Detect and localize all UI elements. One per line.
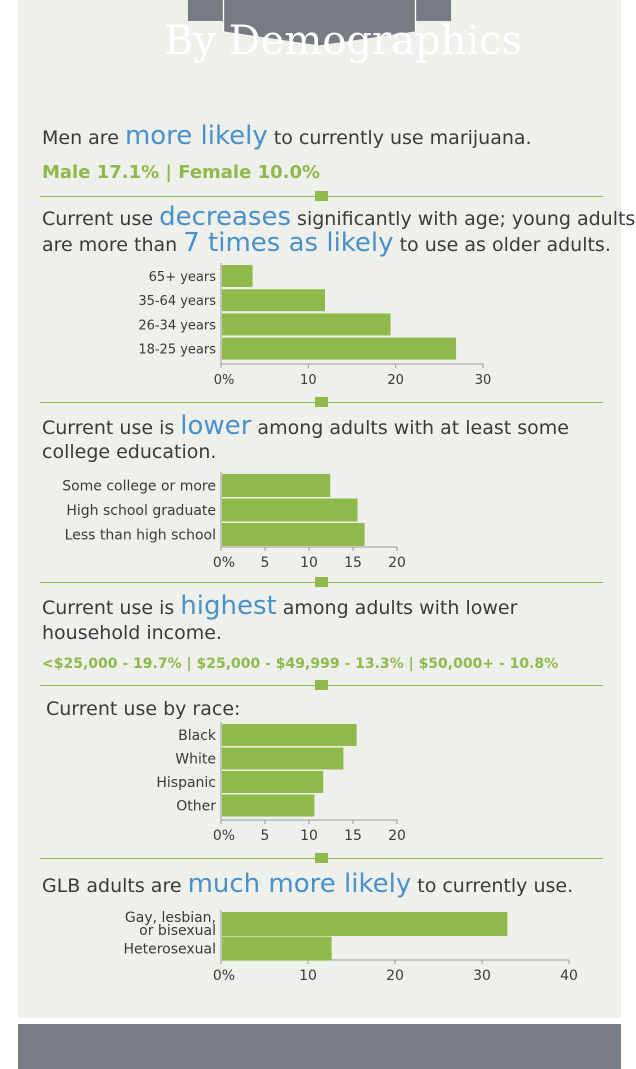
income-heading-line1: Current use is highest among adults with… [42,591,518,621]
x-tick-label: 30 [475,373,492,388]
bar [222,747,344,770]
bar [222,289,326,312]
income-highlight: highest [180,591,277,621]
divider-marker [315,853,328,863]
title-banner [187,0,452,46]
divider-marker [315,577,328,587]
divider-marker [315,191,328,201]
x-tick-label: 0% [213,555,235,571]
x-tick-label: 15 [344,828,362,844]
category-label: Heterosexual [123,942,216,958]
bar [222,265,253,287]
category-label: Some college or more [62,479,216,495]
category-label: Hispanic [156,775,216,791]
bar [222,523,365,546]
category-label: 18-25 years [138,343,216,358]
bar [222,912,508,936]
x-tick-label: 5 [261,828,270,844]
bar [222,936,332,961]
bar [222,771,324,793]
bar [222,498,358,522]
bar [222,474,331,497]
x-tick-label: 0% [213,968,235,984]
x-tick-label: 20 [388,555,406,571]
glb-highlight: much more likely [187,869,412,899]
bar [222,313,391,336]
x-tick-label: 5 [261,555,270,571]
age-highlight-1: decreases [159,202,292,232]
age-heading-line1: Current use decreases significantly with… [42,202,636,232]
race-heading: Current use by race: [46,698,241,720]
gender-stats: Male 17.1% | Female 10.0% [42,162,321,183]
gender-highlight: more likely [124,121,268,151]
category-label: 35-64 years [138,294,216,309]
category-label: Other [176,799,216,815]
glb-heading: GLB adults are much more likely to curre… [42,869,574,899]
education-highlight: lower [180,411,252,441]
banner-divider-left [222,0,225,32]
income-stats: <$25,000 - 19.7% | $25,000 - $49,999 - 1… [42,656,559,672]
education-heading-line2: college education. [42,441,217,463]
category-label: 26-34 years [138,318,216,333]
x-tick-label: 40 [560,968,578,984]
banner-divider-right [414,0,417,32]
category-label: High school graduate [66,503,216,519]
gender-heading: Men are more likely to currently use mar… [42,121,532,151]
category-label: Gay, lesbian, or bisexual [125,910,216,939]
category-label: 65+ years [149,270,217,285]
income-heading-line2: household income. [42,622,222,644]
x-tick-label: 10 [300,828,318,844]
x-tick-label: 20 [387,373,404,388]
x-tick-label: 0% [213,828,235,844]
age-highlight-2: 7 times as likely [183,228,394,258]
divider-marker [315,680,328,690]
x-tick-label: 10 [299,968,317,984]
age-heading-line2: are more than 7 times as likely to use a… [42,228,611,258]
x-tick-label: 20 [386,968,404,984]
x-tick-label: 15 [344,555,362,571]
education-heading-line1: Current use is lower among adults with a… [42,411,569,441]
x-tick-label: 10 [300,373,317,388]
bar [222,337,457,360]
divider-marker [315,397,328,407]
bar [222,794,315,817]
category-label: White [175,752,216,768]
footer-bar [18,1024,621,1069]
x-tick-label: 20 [388,828,406,844]
page-title: By Demographics [163,18,523,64]
category-label: Black [178,728,217,744]
x-tick-label: 0% [214,373,235,388]
x-tick-label: 30 [473,968,491,984]
banner-arrow [223,0,416,46]
x-tick-label: 10 [300,555,318,571]
bar [222,724,357,746]
category-label: Less than high school [65,528,216,544]
